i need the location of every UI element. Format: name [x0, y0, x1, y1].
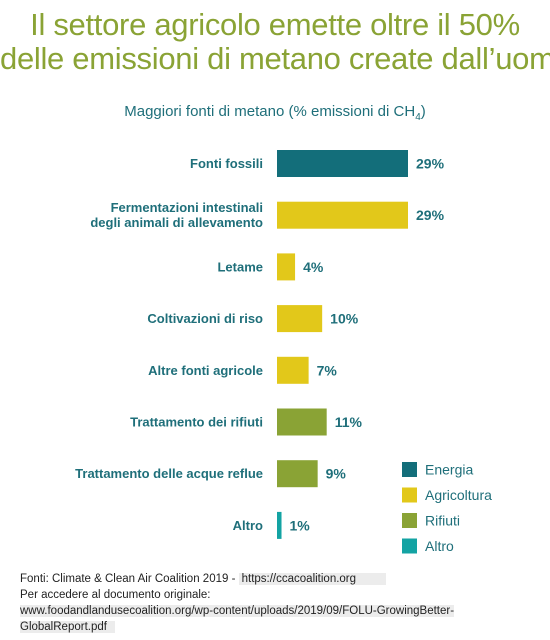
bar-7 — [277, 460, 318, 488]
category-label-7: Trattamento delle acque reflue — [75, 466, 263, 481]
chart-title: Il settore agricolo emette oltre il 50% … — [0, 8, 550, 76]
value-label-6: 11% — [335, 414, 363, 430]
sources-line-3: www.foodandlandusecoalition.org/wp-conte… — [20, 603, 540, 635]
bar-5 — [277, 356, 309, 384]
category-label-6: Trattamento dei rifiuti — [130, 415, 263, 430]
methane-sources-bar-chart: Fonti fossili 29% Fermentazioni intestinal… — [75, 150, 492, 554]
source-link-2[interactable]: www.foodandlandusecoalition.org/wp-conte… — [20, 605, 455, 633]
legend-swatch-energia — [402, 462, 417, 477]
category-label-1: Fonti fossili — [190, 156, 263, 171]
source-link-1[interactable]: https://ccacoalition.org — [238, 573, 387, 585]
sources-line-2: Per accedere al documento originale: — [20, 589, 211, 601]
chart-title-line-2: delle emissioni di metano create dall’uo… — [0, 41, 550, 76]
category-label-8: Altro — [233, 518, 263, 533]
legend-label-rifiuti: Rifiuti — [425, 513, 460, 529]
category-label-2: Fermentazioni intestinali degli animali d… — [90, 200, 263, 230]
bar-8 — [277, 511, 282, 539]
sources-text: Fonti: Climate & Clean Air Coalition 201… — [20, 573, 239, 585]
value-label-5: 7% — [317, 362, 338, 378]
value-label-2: 29% — [416, 207, 445, 223]
category-label-3: Letame — [217, 259, 263, 274]
bar-3 — [277, 253, 296, 281]
value-label-1: 29% — [416, 156, 445, 172]
subtitle-subscript: 4 — [415, 112, 421, 123]
sources-line-1: Fonti: Climate & Clean Air Coalition 201… — [20, 571, 540, 587]
bar-6 — [277, 408, 327, 436]
bar-4 — [277, 305, 323, 333]
legend-label-altro: Altro — [425, 538, 454, 554]
value-label-3: 4% — [303, 259, 324, 275]
value-label-8: 1% — [290, 517, 311, 533]
legend-label-energia: Energia — [425, 462, 473, 478]
subtitle-close: ) — [420, 103, 426, 120]
bar-1 — [277, 150, 408, 177]
subtitle-text: Maggiori fonti di metano (% emissioni di… — [124, 103, 416, 120]
legend-swatch-rifiuti — [402, 513, 417, 528]
legend-swatch-altro — [402, 538, 417, 554]
value-label-4: 10% — [330, 311, 359, 327]
legend-swatch-agricoltura — [402, 487, 417, 503]
value-label-7: 9% — [326, 466, 347, 482]
legend-label-agricoltura: Agricoltura — [425, 487, 492, 503]
category-label-4: Coltivazioni di riso — [147, 311, 263, 326]
sources-footer: Fonti: Climate & Clean Air Coalition 201… — [20, 571, 540, 635]
category-label-5: Altre fonti agricole — [148, 363, 263, 378]
chart-subtitle: Maggiori fonti di metano (% emissioni di… — [0, 103, 550, 123]
chart-title-line-1: Il settore agricolo emette oltre il 50% — [30, 7, 520, 42]
bar-2 — [277, 201, 408, 229]
